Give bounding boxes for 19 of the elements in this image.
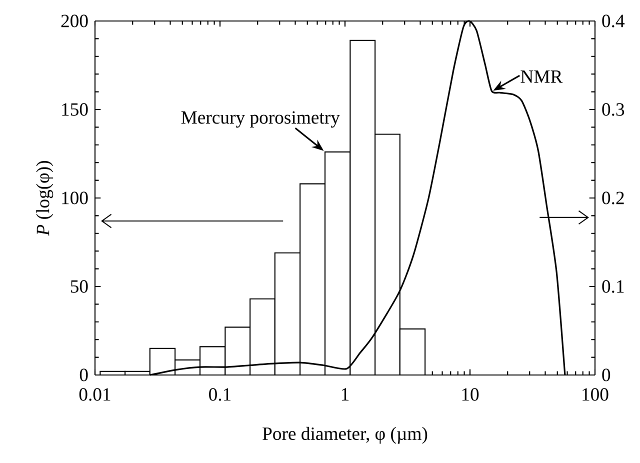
x-axis-title: Pore diameter, φ (µm) (262, 426, 428, 444)
y-tick-label: 200 (61, 14, 88, 28)
y2-tick-label: 0.2 (602, 192, 624, 204)
annotation: NMR (520, 70, 563, 83)
y-tick-label: 50 (70, 280, 88, 293)
x-tick-label: 1 (342, 388, 349, 400)
y2-tick-label: 0.1 (602, 280, 624, 293)
x-tick-label: 0.1 (209, 388, 231, 401)
x-tick-label: 0.01 (79, 388, 110, 401)
annotation: Mercury porosimetry (181, 111, 340, 128)
y-tick-label: 100 (62, 192, 88, 204)
y-axis-title: P (log(φ)) (36, 161, 54, 236)
y-tick-label: 0 (80, 368, 88, 382)
y-tick-label: 150 (62, 103, 88, 116)
y2-tick-label: 0.3 (602, 103, 624, 116)
y2-tick-label: 0 (602, 368, 610, 382)
x-tick-label: 10 (462, 388, 479, 401)
y2-tick-label: 0.4 (602, 14, 625, 28)
x-tick-label: 100 (582, 388, 608, 401)
